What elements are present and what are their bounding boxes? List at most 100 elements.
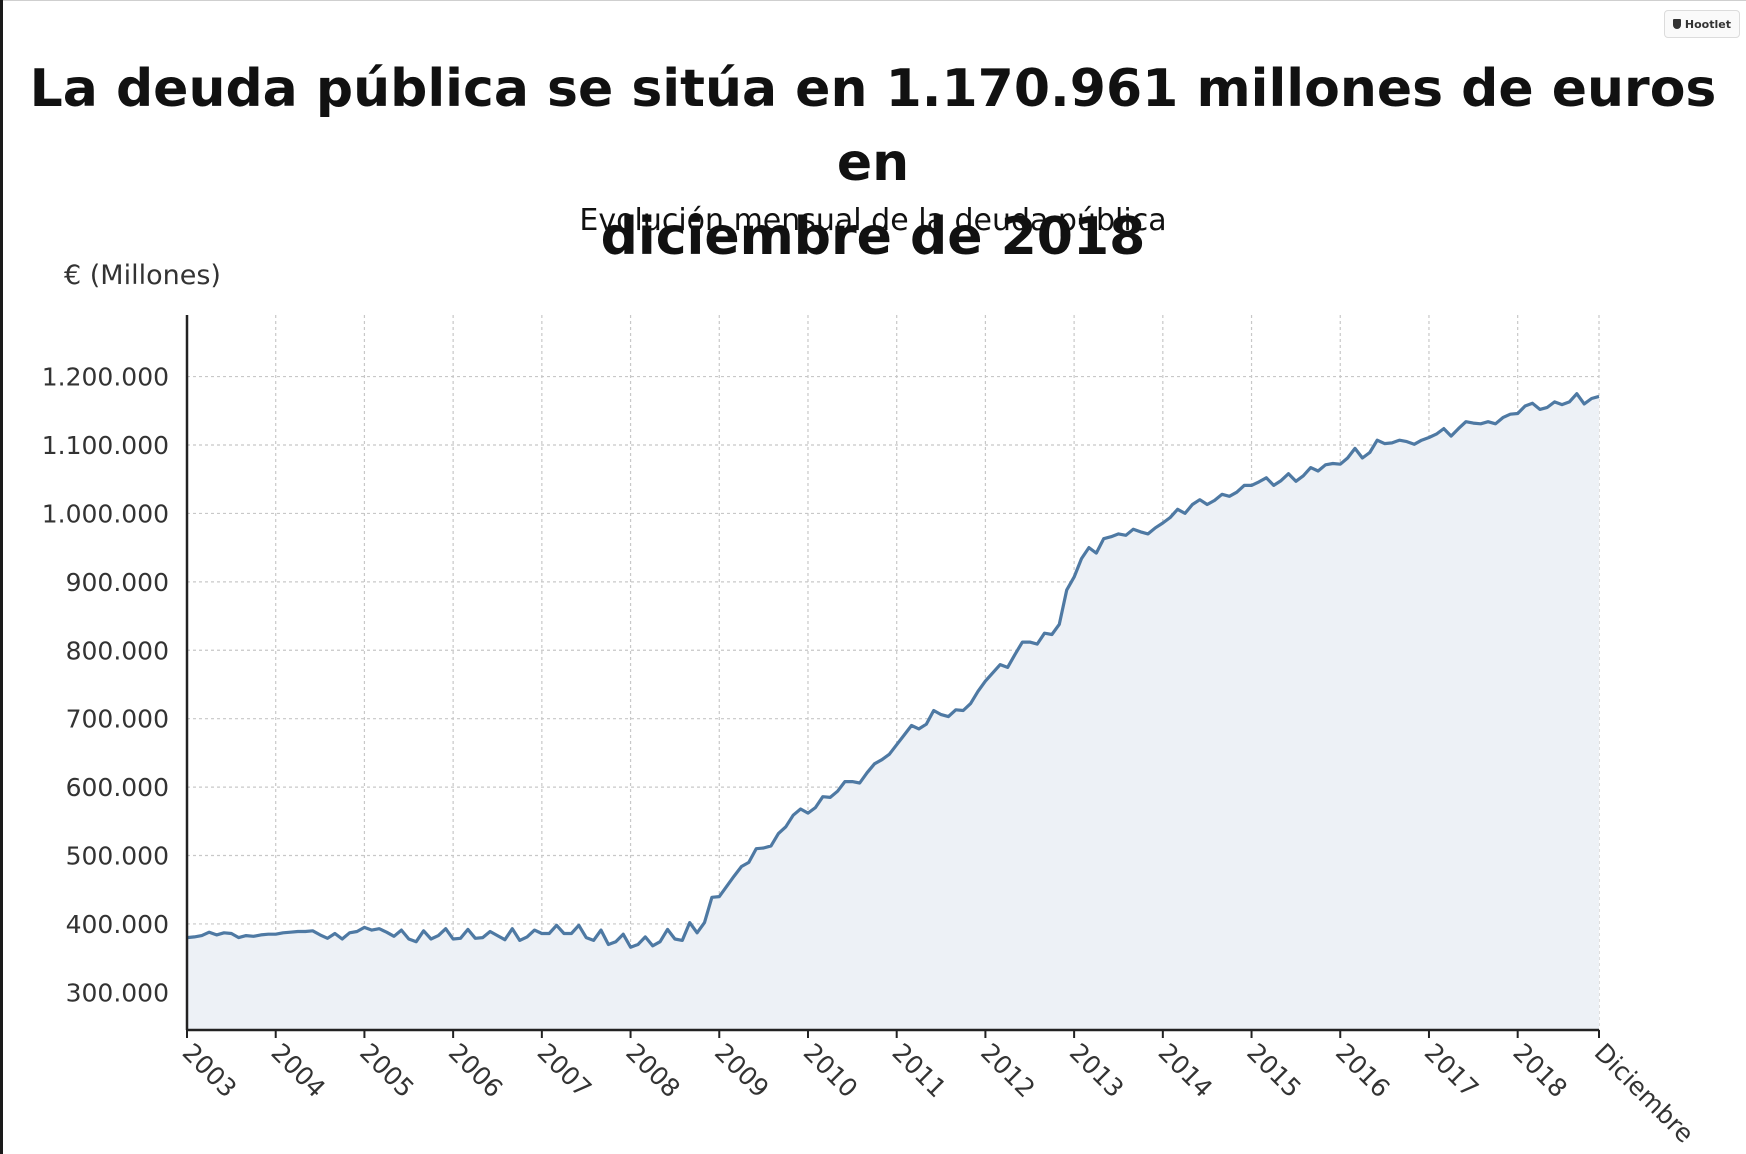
x-tick-label: 2009 [709, 1038, 774, 1103]
data-point [754, 847, 758, 851]
data-point [858, 781, 862, 785]
data-point [584, 936, 588, 940]
data-point [762, 846, 766, 850]
data-point [1050, 633, 1054, 637]
data-point [1338, 462, 1342, 466]
hootlet-badge[interactable]: Hootlet [1663, 10, 1740, 38]
data-point [629, 945, 633, 949]
y-tick-label: 1.200.000 [42, 363, 169, 392]
data-point [651, 944, 655, 948]
data-point [1405, 440, 1409, 444]
data-point [1176, 507, 1180, 511]
x-tick-label: 2005 [354, 1038, 419, 1103]
data-point [503, 938, 507, 942]
data-point [865, 771, 869, 775]
data-point [592, 938, 596, 942]
data-point [902, 733, 906, 737]
data-point [422, 929, 426, 933]
data-point [296, 930, 300, 934]
data-point [1301, 474, 1305, 478]
data-point [1117, 532, 1121, 536]
data-point [1368, 451, 1372, 455]
data-point [880, 758, 884, 762]
data-point [1124, 533, 1128, 537]
data-point [710, 895, 714, 899]
data-point [1442, 427, 1446, 431]
data-point [414, 940, 418, 944]
data-point [192, 935, 196, 939]
x-tick-label: 2010 [798, 1038, 863, 1103]
data-point [799, 807, 803, 811]
data-point [1412, 442, 1416, 446]
data-point [1087, 546, 1091, 550]
x-tick-label: 2003 [177, 1038, 242, 1103]
data-point [200, 934, 204, 938]
data-point [747, 860, 751, 864]
data-point [1102, 537, 1106, 541]
data-point [1582, 402, 1586, 406]
data-point [717, 895, 721, 899]
y-tick-label: 400.000 [66, 910, 169, 939]
data-point [229, 932, 233, 936]
hootlet-label: Hootlet [1684, 17, 1731, 31]
data-point [318, 933, 322, 937]
data-point [621, 932, 625, 936]
data-point [806, 811, 810, 815]
x-tick-label: 2013 [1064, 1038, 1129, 1103]
data-point [207, 930, 211, 934]
data-point [481, 936, 485, 940]
data-point [429, 937, 433, 941]
data-point [769, 844, 773, 848]
chart-title-line-2: diciembre de 2018 [600, 207, 1146, 267]
data-point [525, 935, 529, 939]
data-point [444, 927, 448, 931]
data-point [518, 938, 522, 942]
data-point [1508, 412, 1512, 416]
data-point [688, 921, 692, 925]
data-point [961, 709, 965, 713]
data-point [828, 795, 832, 799]
data-point [326, 936, 330, 940]
data-point [1183, 511, 1187, 515]
data-point [680, 938, 684, 942]
data-point [237, 936, 241, 940]
data-point [1464, 420, 1468, 424]
area-layer [186, 392, 1600, 1030]
y-tick-label: 700.000 [66, 705, 169, 734]
data-point [1080, 557, 1084, 561]
data-point [946, 715, 950, 719]
data-point [1567, 400, 1571, 404]
data-point [1198, 498, 1202, 502]
series-area-fill [187, 393, 1599, 1030]
data-point [1213, 498, 1217, 502]
data-point [1287, 472, 1291, 476]
data-point [969, 702, 973, 706]
data-point [954, 708, 958, 712]
data-point [1553, 400, 1557, 404]
data-point [1457, 427, 1461, 431]
data-point [1471, 421, 1475, 425]
data-point [740, 865, 744, 869]
data-point [266, 932, 270, 936]
data-point [473, 936, 477, 940]
data-point [303, 930, 307, 934]
data-point [784, 825, 788, 829]
data-point [1545, 405, 1549, 409]
data-point [1035, 642, 1039, 646]
data-point [1316, 469, 1320, 473]
chart-title-line-1: La deuda pública se sitúa en 1.170.961 m… [29, 59, 1717, 193]
data-point [496, 934, 500, 938]
data-point [1109, 535, 1113, 539]
data-point [244, 934, 248, 938]
x-tick-label: 2014 [1153, 1038, 1218, 1103]
data-point [385, 930, 389, 934]
data-point [1434, 432, 1438, 436]
data-point [1331, 462, 1335, 466]
data-point [599, 928, 603, 932]
axis-layer [185, 315, 1600, 1038]
data-point [1227, 494, 1231, 498]
data-point [606, 943, 610, 947]
data-point [1390, 441, 1394, 445]
data-point [510, 927, 514, 931]
y-tick-label: 900.000 [66, 568, 169, 597]
